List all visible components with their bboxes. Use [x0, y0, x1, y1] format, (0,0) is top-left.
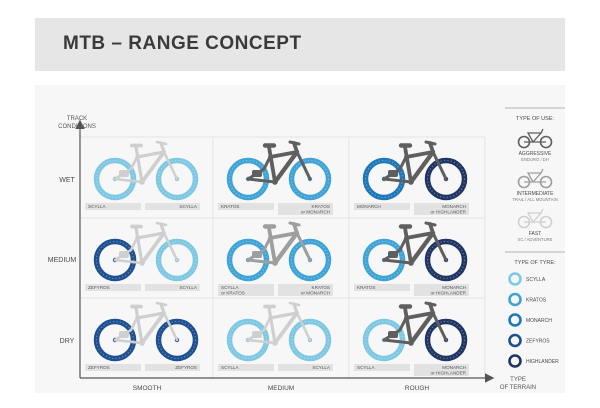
x-axis-label-line2: OF TERRAIN	[500, 385, 536, 391]
svg-text:KRATOS: KRATOS	[312, 285, 330, 290]
row-label-medium: MEDIUM	[48, 257, 77, 264]
bike-aggressive	[382, 221, 448, 266]
svg-text:MONARCH: MONARCH	[357, 204, 381, 209]
bike-cell-dry-medium: SCYLLA SCYLLA	[218, 301, 333, 371]
rear-tyre-label: MONARCH	[354, 203, 410, 210]
rear-tyre-label: SCYLLA	[218, 364, 274, 371]
rear-tyre-label: KRATOS	[218, 203, 274, 210]
svg-text:or HIGHLANDER: or HIGHLANDER	[431, 371, 467, 376]
svg-text:or MONARCH: or MONARCH	[301, 291, 330, 296]
column-label-rough: ROUGH	[405, 385, 430, 392]
y-axis-label-line2: CONDITIONS	[58, 124, 96, 130]
legend-use-name: FAST	[529, 231, 542, 237]
legend-tyre-zefyros: ZEFYROS	[508, 333, 550, 348]
front-tyre-label: ZEFYROS	[145, 364, 200, 371]
legend-tyre-name: ZEFYROS	[526, 339, 550, 345]
bike-aggressive	[382, 301, 448, 346]
rear-tyre-label: SCYLLA	[85, 203, 141, 210]
legend-use-sub: ENDURO / DH	[521, 157, 549, 162]
legend-tyre-title: TYPE OF TYRE:	[514, 260, 556, 266]
rear-tyre-label: SCYLLA	[354, 364, 410, 371]
bike-cell-dry-smooth: ZEFYROS ZEFYROS	[85, 301, 200, 371]
bike-aggressive	[246, 140, 312, 185]
svg-text:MONARCH: MONARCH	[442, 365, 466, 370]
legend-use-name: INTERMEDIATE	[517, 191, 555, 197]
title-bar: MTB – RANGE CONCEPT	[35, 18, 565, 71]
bike-fast	[246, 301, 312, 346]
bike-fast	[113, 140, 179, 185]
svg-text:KRATOS: KRATOS	[357, 285, 375, 290]
rear-tyre-label: ZEFYROS	[85, 364, 141, 371]
legend-use-sub: TRAIL / ALL MOUNTAIN	[512, 197, 557, 202]
svg-text:ZEFYROS: ZEFYROS	[175, 365, 197, 370]
bike-cell-wet-smooth: SCYLLA SCYLLA	[85, 140, 200, 210]
x-axis-label-line1: TYPE	[510, 377, 526, 383]
svg-text:ZEFYROS: ZEFYROS	[88, 365, 110, 370]
legend-tyre-scylla: SCYLLA	[508, 272, 546, 286]
y-axis-label-line1: TRACK	[67, 116, 87, 122]
svg-text:or HIGHLANDER: or HIGHLANDER	[431, 291, 467, 296]
rear-tyre-label: KRATOS	[354, 284, 410, 291]
svg-text:SCYLLA: SCYLLA	[221, 365, 240, 370]
bike-fast	[113, 221, 179, 266]
svg-text:MONARCH: MONARCH	[442, 204, 466, 209]
svg-text:SCYLLA: SCYLLA	[357, 365, 376, 370]
legend-tyre-name: MONARCH	[526, 318, 552, 324]
svg-text:KRATOS: KRATOS	[312, 204, 330, 209]
legend-tyre-name: KRATOS	[526, 298, 547, 304]
bike-aggressive	[382, 140, 448, 185]
legend-tyre-list: SCYLLA KRATOS MONARCH ZEFYROS HIGHLANDER	[508, 272, 559, 368]
svg-text:SCYLLA: SCYLLA	[312, 365, 331, 370]
column-label-medium: MEDIUM	[268, 385, 294, 392]
bike-intermediate	[246, 221, 312, 266]
svg-text:SCYLLA: SCYLLA	[179, 285, 198, 290]
svg-text:SCYLLA: SCYLLA	[179, 204, 198, 209]
column-label-smooth: SMOOTH	[133, 385, 162, 392]
grid	[80, 136, 486, 378]
row-label-dry: DRY	[60, 338, 75, 345]
legend-tyre-kratos: KRATOS	[508, 292, 547, 307]
legend-use-title: TYPE OF USE:	[516, 116, 554, 122]
legend-use-name: AGGRESSIVE	[519, 151, 552, 157]
legend-tyre-name: SCYLLA	[526, 277, 546, 283]
front-tyre-label: SCYLLA	[145, 203, 200, 210]
row-label-wet: WET	[59, 177, 75, 184]
legend-tyre-name: HIGHLANDER	[526, 359, 559, 365]
svg-text:KRATOS: KRATOS	[221, 204, 239, 209]
svg-text:ZEFYROS: ZEFYROS	[88, 285, 110, 290]
page-title: MTB – RANGE CONCEPT	[63, 33, 302, 54]
front-tyre-label: SCYLLA	[278, 364, 333, 371]
legend-tyre-highlander: HIGHLANDER	[508, 354, 559, 368]
rear-tyre-label: ZEFYROS	[85, 284, 141, 291]
svg-text:SCYLLA: SCYLLA	[221, 285, 240, 290]
bike-fast	[113, 301, 179, 346]
bike-cell-medium-smooth: ZEFYROS SCYLLA	[85, 221, 200, 291]
svg-text:SCYLLA: SCYLLA	[88, 204, 107, 209]
svg-text:or KRATOS: or KRATOS	[221, 291, 245, 296]
svg-text:or MONARCH: or MONARCH	[301, 210, 330, 215]
legend-use-sub: XC / ADVENTURE	[518, 237, 553, 242]
front-tyre-label: SCYLLA	[145, 284, 200, 291]
svg-text:MONARCH: MONARCH	[442, 285, 466, 290]
svg-text:or HIGHLANDER: or HIGHLANDER	[431, 210, 467, 215]
legend-tyre-monarch: MONARCH	[508, 313, 552, 327]
